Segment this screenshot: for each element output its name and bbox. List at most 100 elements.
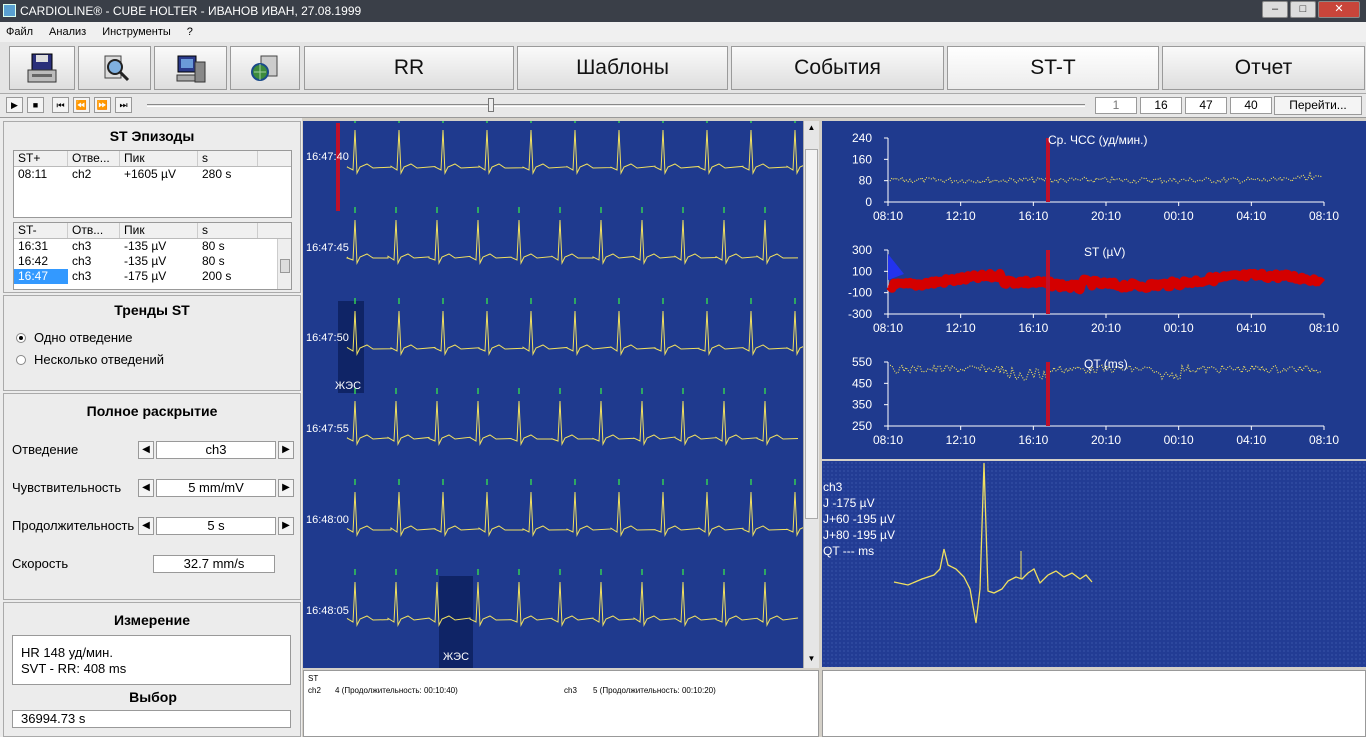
ecg-trace bbox=[346, 581, 799, 627]
tab-report[interactable]: Отчет bbox=[1162, 46, 1365, 90]
timeline-slider-thumb[interactable] bbox=[488, 98, 494, 112]
tab-templates[interactable]: Шаблоны bbox=[517, 46, 728, 90]
list-item[interactable]: 16:31 ch3 -135 µV 80 s bbox=[14, 239, 291, 254]
stop-button[interactable]: ■ bbox=[27, 97, 44, 113]
tab-st-t[interactable]: ST-T bbox=[947, 46, 1159, 90]
y-tick-label: 100 bbox=[852, 264, 872, 278]
column-header[interactable]: Отв... bbox=[68, 223, 120, 238]
sensitivity-value[interactable]: 5 mm/mV bbox=[156, 479, 276, 497]
full-view-section: Полное раскрытие Отведение ◀ ch3 ▶ Чувстви… bbox=[3, 393, 301, 600]
log-header: ST bbox=[308, 674, 319, 683]
beat-j80: J+80 -195 µV bbox=[823, 528, 895, 542]
column-header[interactable]: Пик bbox=[120, 223, 198, 238]
first-button[interactable]: ⏮ bbox=[52, 97, 69, 113]
tab-events[interactable]: События bbox=[731, 46, 944, 90]
cell: 16:31 bbox=[18, 239, 49, 253]
title-bar: CARDIOLINE® - CUBE HOLTER - ИВАНОВ ИВАН,… bbox=[0, 0, 1366, 22]
save-button[interactable] bbox=[9, 46, 75, 90]
timeline-slider[interactable] bbox=[147, 104, 1085, 107]
radio-multi-lead[interactable]: Несколько отведений bbox=[16, 352, 164, 367]
measurement-title: Измерение bbox=[113, 612, 190, 628]
radio-single-lead[interactable]: Одно отведение bbox=[16, 330, 133, 345]
beat-detail-panel[interactable]: ch3 J -175 µV J+60 -195 µV J+80 -195 µV … bbox=[822, 461, 1366, 667]
beat-qt: QT --- ms bbox=[823, 544, 875, 558]
event-label: ЖЭС bbox=[335, 380, 362, 392]
list-item[interactable]: 16:42 ch3 -135 µV 80 s bbox=[14, 254, 291, 269]
event-log[interactable]: ST ch2 4 (Продолжительность: 00:10:40) c… bbox=[303, 670, 819, 737]
computer-button[interactable] bbox=[154, 46, 227, 90]
st-episodes-section: ST Эпизоды ST+ Отве... Пик s 08:11 ch2 +… bbox=[3, 121, 301, 293]
minimize-button[interactable]: – bbox=[1262, 1, 1288, 18]
list-scrollbar[interactable] bbox=[277, 239, 291, 289]
column-header[interactable]: s bbox=[198, 151, 258, 166]
menu-tools[interactable]: Инструменты bbox=[102, 26, 171, 38]
x-tick-label: 00:10 bbox=[1164, 321, 1194, 335]
x-tick-label: 20:10 bbox=[1091, 209, 1121, 223]
notes-panel[interactable] bbox=[822, 670, 1366, 737]
cell: 200 s bbox=[202, 269, 232, 283]
cell: +1605 µV bbox=[124, 167, 176, 181]
duration-spinner[interactable]: ◀ 5 s ▶ bbox=[138, 517, 295, 535]
forward-button[interactable]: ⏩ bbox=[94, 97, 111, 113]
y-tick-label: 0 bbox=[865, 195, 872, 209]
menu-file[interactable]: Файл bbox=[6, 26, 34, 38]
hour-box[interactable]: 16 bbox=[1140, 97, 1182, 114]
ecg-scroll-thumb[interactable] bbox=[805, 149, 818, 519]
play-button[interactable]: ▶ bbox=[6, 97, 23, 113]
column-header[interactable]: Отве... bbox=[68, 151, 120, 166]
y-tick-label: 250 bbox=[852, 419, 872, 433]
trends-panel[interactable]: 240 160 80 0 08:10 12:10 16:10 20:10 00:10 04:10 0… bbox=[822, 121, 1366, 459]
y-tick-label: 240 bbox=[852, 131, 872, 145]
column-header[interactable]: ST+ bbox=[14, 151, 68, 166]
network-button[interactable] bbox=[230, 46, 300, 90]
x-tick-label: 08:10 bbox=[873, 433, 903, 447]
magnifier-icon bbox=[104, 55, 129, 82]
menu-bar: Файл Анализ Инструменты ? bbox=[0, 22, 1366, 42]
sensitivity-spinner[interactable]: ◀ 5 mm/mV ▶ bbox=[138, 479, 295, 497]
event-highlight bbox=[338, 301, 364, 393]
minute-box[interactable]: 47 bbox=[1185, 97, 1227, 114]
strip-time: 16:48:00 bbox=[306, 514, 349, 526]
column-header[interactable]: s bbox=[198, 223, 258, 238]
st-plus-list[interactable]: ST+ Отве... Пик s 08:11 ch2 +1605 µV 280… bbox=[13, 150, 292, 218]
day-box[interactable]: 1 bbox=[1095, 97, 1137, 114]
rewind-button[interactable]: ⏪ bbox=[73, 97, 90, 113]
goto-button[interactable]: Перейти... bbox=[1274, 96, 1362, 115]
last-button[interactable]: ⏭ bbox=[115, 97, 132, 113]
menu-help[interactable]: ? bbox=[186, 26, 193, 38]
measurement-box: HR 148 уд/мин. SVT - RR: 408 ms bbox=[12, 635, 291, 685]
menu-analysis[interactable]: Анализ bbox=[49, 26, 87, 38]
lead-spinner[interactable]: ◀ ch3 ▶ bbox=[138, 441, 295, 459]
measurement-section: Измерение HR 148 уд/мин. SVT - RR: 408 m… bbox=[3, 602, 301, 737]
full-view-title: Полное раскрытие bbox=[86, 403, 218, 419]
ecg-strips-panel[interactable]: 16:47:40 16:47:45 16:47:50 16:47:55 16:4… bbox=[303, 121, 819, 668]
radio-dot[interactable] bbox=[16, 354, 26, 365]
close-button[interactable]: ✕ bbox=[1318, 1, 1360, 18]
duration-value[interactable]: 5 s bbox=[156, 517, 276, 535]
y-tick-label: 300 bbox=[852, 243, 872, 257]
cell: ch3 bbox=[72, 254, 92, 268]
measurement-line: SVT - RR: 408 ms bbox=[21, 661, 127, 676]
cell: 80 s bbox=[202, 254, 225, 268]
speed-field[interactable]: 32.7 mm/s bbox=[153, 555, 275, 573]
lead-value[interactable]: ch3 bbox=[156, 441, 276, 459]
globe-computer-icon bbox=[251, 55, 278, 81]
column-header[interactable]: ST- bbox=[14, 223, 68, 238]
beat-j: J -175 µV bbox=[823, 496, 875, 510]
cell: -175 µV bbox=[124, 269, 167, 283]
log-entry: 4 (Продолжительность: 00:10:40) bbox=[335, 686, 458, 695]
second-box[interactable]: 40 bbox=[1230, 97, 1272, 114]
st-minus-list[interactable]: ST- Отв... Пик s 16:31 ch3 -135 µV 80 s … bbox=[13, 222, 292, 290]
y-tick-label: 160 bbox=[852, 152, 872, 166]
list-item-selected[interactable]: 16:47 ch3 -175 µV 200 s bbox=[14, 269, 291, 284]
tab-rr[interactable]: RR bbox=[304, 46, 514, 90]
radio-dot[interactable] bbox=[16, 332, 26, 343]
search-button[interactable] bbox=[78, 46, 151, 90]
selection-field[interactable]: 36994.73 s bbox=[12, 710, 291, 728]
column-header[interactable]: Пик bbox=[120, 151, 198, 166]
ecg-scrollbar[interactable]: ▲ ▼ bbox=[803, 121, 819, 668]
maximize-button[interactable]: □ bbox=[1290, 1, 1316, 18]
x-tick-label: 16:10 bbox=[1018, 209, 1048, 223]
list-item[interactable]: 08:11 ch2 +1605 µV 280 s bbox=[14, 167, 291, 182]
